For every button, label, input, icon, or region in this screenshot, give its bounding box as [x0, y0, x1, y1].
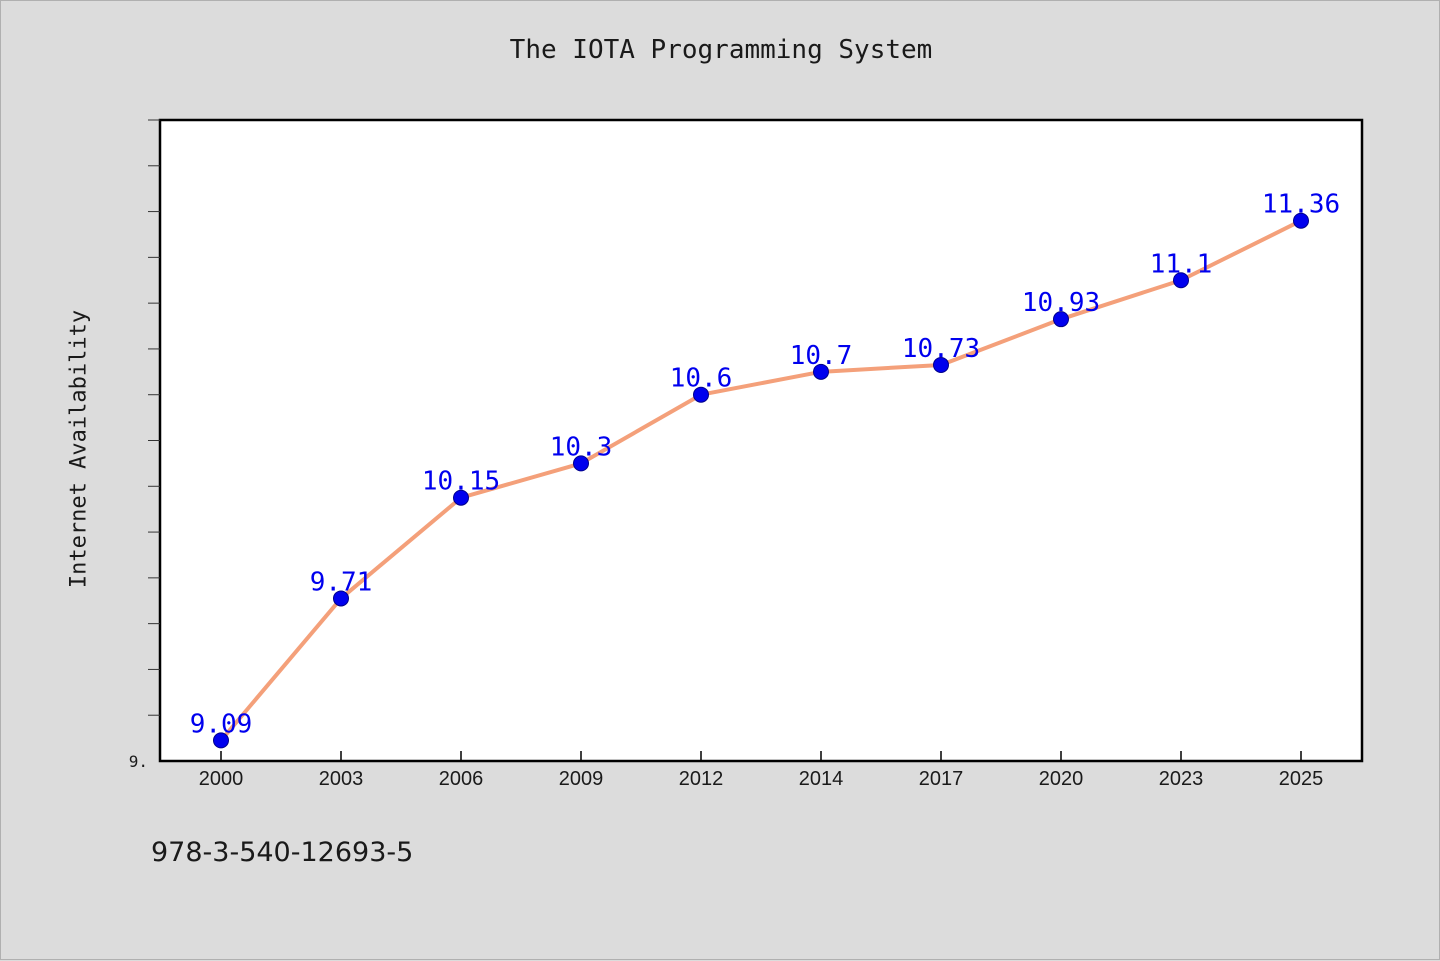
- data-label: 9.71: [310, 567, 373, 597]
- data-label: 10.6: [670, 364, 733, 394]
- x-tick-label: 2014: [799, 768, 844, 790]
- data-point: [333, 590, 349, 607]
- data-label: 10.93: [1022, 288, 1100, 318]
- data-point: [1053, 311, 1069, 328]
- x-tick-label: 2025: [1279, 768, 1324, 790]
- data-point: [573, 455, 589, 472]
- data-point: [1173, 272, 1189, 289]
- isbn-footnote: 978-3-540-12693-5: [151, 837, 414, 868]
- chart-title: The IOTA Programming System: [509, 35, 933, 65]
- data-point: [813, 363, 829, 380]
- plot-area: [158, 118, 1364, 763]
- series-line: [219, 218, 1302, 742]
- x-tick-label: 2006: [439, 768, 484, 790]
- data-point: [453, 489, 469, 506]
- x-tick-label: 2023: [1159, 768, 1204, 790]
- data-point: [213, 732, 229, 749]
- data-label: 11.1: [1150, 249, 1213, 279]
- data-point: [933, 356, 949, 373]
- x-tick-label: 2020: [1039, 768, 1084, 790]
- data-label: 10.7: [790, 341, 853, 371]
- data-point: [1293, 212, 1309, 229]
- x-tick-label: 2003: [319, 768, 364, 790]
- data-label: 11.36: [1262, 190, 1340, 220]
- x-tick-label: 2012: [679, 768, 724, 790]
- data-label: 10.3: [550, 432, 613, 462]
- data-label: 10.15: [422, 467, 500, 497]
- data-label: 9.09: [190, 709, 253, 739]
- x-tick-label: 2000: [199, 768, 244, 790]
- y-tick-label: 9.: [129, 752, 148, 771]
- x-tick-label: 2009: [559, 768, 604, 790]
- x-tick-label: 2017: [919, 768, 964, 790]
- data-label: 10.73: [902, 334, 980, 364]
- data-point: [693, 386, 709, 403]
